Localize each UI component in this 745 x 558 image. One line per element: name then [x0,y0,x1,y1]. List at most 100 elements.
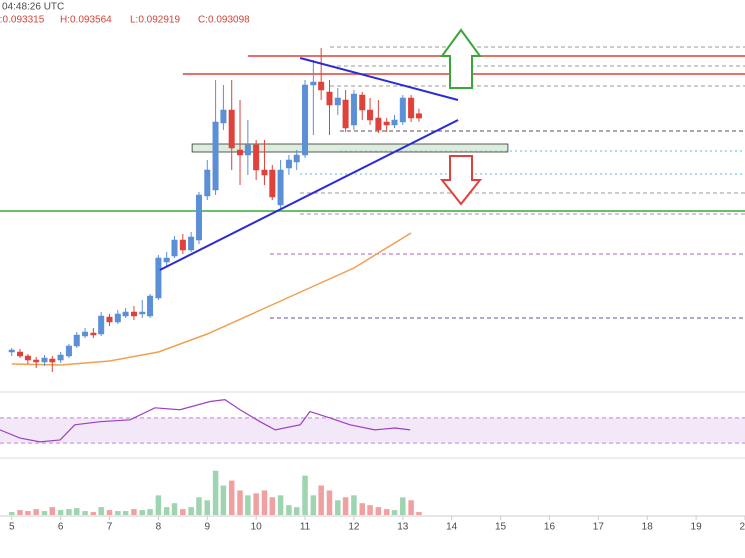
volume-bar [25,511,31,515]
volume-bar [342,497,349,515]
volume-bar [237,490,243,515]
candle-body [114,313,121,323]
candle-body [350,93,357,126]
candle-body [82,331,89,337]
x-tick-label: 8 [156,522,162,533]
volume-bar [204,500,211,515]
x-tick-label: 11 [300,522,311,533]
volume-bar [400,497,406,515]
x-tick-label: 18 [642,522,654,533]
candle-body [139,311,146,315]
candle-body [122,311,129,317]
header-high: H:0.093564 [60,15,112,26]
candle-body [17,351,24,357]
volume-bar [318,485,324,515]
candle-body [33,359,40,363]
volume-bar [277,495,284,515]
volume-bar [90,512,97,515]
reference-lines [0,46,745,517]
volume-bar [98,507,104,515]
volume-bar [49,507,56,515]
candle-body [383,121,390,126]
volume-bar [375,507,382,515]
candle-body [237,149,244,156]
volume-bar [220,485,227,515]
volume-bar [245,495,251,515]
candle-body [228,109,235,149]
x-tick-label: 5 [9,522,15,533]
volume-bar [391,510,398,515]
candle-body [65,345,72,357]
up-arrow [440,28,482,89]
candle-body [277,169,284,206]
down-arrow [439,155,483,206]
candle-body [220,109,227,124]
candle-body [244,144,251,156]
volume-bar [188,507,194,515]
candle-body [359,94,366,111]
candle-body [155,257,162,299]
candle-body [49,358,56,363]
volume-bar [17,510,23,515]
candle-body [171,239,178,257]
trendline [299,57,459,101]
candle-body [179,239,186,251]
volume-bar [351,495,357,515]
volume-bar [171,503,178,515]
candle-body [253,144,260,171]
candle-body [293,154,300,163]
candle-body [399,97,406,123]
volume-bar [139,510,146,515]
candle-body [375,117,382,131]
candle-body [408,97,415,119]
price-pane [0,48,745,372]
candle-body [326,91,333,106]
volume-bar [131,509,137,515]
volume-bar [302,475,308,515]
candle-body [8,349,15,353]
candle-body [334,97,341,106]
candle-body [261,169,268,176]
candle-body [342,99,349,129]
volume-bar [261,490,268,515]
volume-bar [163,507,170,515]
header-open: O:0.093315 [0,15,45,26]
candle-body [212,121,219,191]
volume-bar [33,509,39,515]
header-close: C:0.093098 [198,15,250,26]
candle-body [147,295,154,317]
candle-body [310,81,317,86]
candle-body [391,119,398,126]
candle-body [302,84,309,156]
volume-bar [115,511,121,515]
candle-body [57,354,64,361]
arrows [439,28,483,206]
volume-bar [106,510,113,515]
volume-bar [196,497,202,515]
volume-bar [359,503,365,515]
x-tick-label: 13 [397,522,409,533]
candle-body [106,316,113,323]
candle-body [318,81,325,91]
volume-bar [253,493,259,515]
volume-bar [367,505,373,515]
candle-body [163,257,170,263]
x-tick-label: 12 [348,522,360,533]
rsi-line [0,399,411,443]
volume-bar [8,512,15,515]
candle-body [41,357,48,363]
volume-bar [286,505,292,515]
volume-bar [82,511,88,515]
rsi-band [0,417,745,444]
volume-bar [228,480,235,515]
volume-bar [335,500,341,515]
volume-pane [8,470,422,515]
candle-body [24,355,31,361]
volume-bar [269,497,276,515]
volume-bar [326,490,333,515]
volume-bar [155,495,162,515]
volume-bar [310,495,317,515]
volume-bar [66,509,72,515]
volume-bar [122,511,129,515]
